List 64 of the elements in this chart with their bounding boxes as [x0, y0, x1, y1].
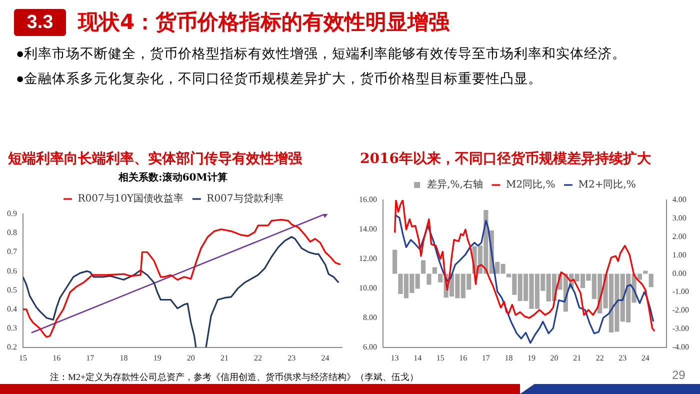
bar [392, 250, 398, 274]
x-tick-label: 22 [254, 353, 262, 362]
y2-tick-label: -1.00 [672, 287, 690, 296]
y-tick-label: 14.00 [359, 224, 377, 234]
x-tick-label: 16 [52, 353, 61, 362]
x-tick-label: 18 [120, 353, 128, 362]
y-tick-label: 16.00 [359, 195, 377, 204]
y2-tick-label: -4.00 [672, 342, 690, 352]
y-tick-label: 0.6 [7, 266, 17, 276]
text: 现状4：货币价格指标的有效性明显增强 [78, 9, 450, 36]
y-tick-label: 0.8 [7, 228, 17, 238]
chart-title: 2016年以来，不同口径货币规模差异持续扩大 [360, 150, 651, 168]
text: ●金融体系多元化复杂化，不同口径货币规模差异扩大，货币价格型目标重要性凸显。 [16, 70, 542, 88]
x-tick-label: 24 [321, 353, 330, 362]
legend-label: M2+同比,% [578, 178, 636, 191]
x-tick-label: 20 [550, 353, 558, 362]
x-tick-label: 20 [186, 353, 195, 362]
x-tick-label: 13 [390, 353, 399, 362]
text: 3.3 [14, 9, 66, 36]
y2-tick-label: 3.00 [672, 214, 686, 223]
chart-subtitle: 相关系数:滚动60M计算 [118, 172, 228, 184]
chart-title: 短端利率向长端利率、实体部门传导有效性增强 [8, 150, 302, 168]
x-tick-label: 21 [220, 353, 228, 362]
bar [420, 260, 426, 274]
legend-label: 差异,%,右轴 [427, 178, 483, 191]
legend-label: R007与贷款利率 [206, 192, 284, 205]
x-tick-label: 19 [528, 353, 536, 362]
y-tick-label: 0.5 [7, 285, 17, 294]
text: ●利率市场不断健全，货币价格型指标有效性增强，短端利率能够有效传导至市场利率和实体经济。 [16, 45, 626, 63]
x-tick-label: 19 [153, 353, 162, 362]
x-tick-label: 23 [288, 353, 296, 362]
x-tick-label: 15 [436, 353, 444, 362]
x-tick-label: 14 [414, 353, 422, 362]
x-tick-label: 23 [618, 353, 627, 362]
y-tick-label: 8.00 [363, 313, 377, 322]
legend-label: M2同比,% [506, 178, 556, 191]
y-tick-label: 0.4 [7, 304, 17, 314]
y-tick-label: 6.00 [363, 342, 377, 352]
y-tick-label: 12.00 [359, 254, 377, 264]
legend-label: R007与10Y国债收益率 [78, 192, 184, 205]
y-tick-label: 0.3 [7, 323, 17, 332]
y-tick-label: 0.2 [7, 342, 17, 352]
x-tick-label: 17 [86, 353, 94, 362]
y2-tick-label: -3.00 [672, 324, 690, 334]
x-tick-label: 15 [19, 353, 27, 362]
bar [648, 274, 654, 288]
x-tick-label: 17 [482, 353, 490, 362]
y-tick-label: 0.9 [7, 209, 17, 218]
text: 注：M2+定义为存款性公司总资产，参考《信用创造、货币供求与经济结构》（李斌、伍戈） [50, 371, 419, 384]
y2-tick-label: 0.00 [672, 268, 686, 278]
y-tick-label: 0.7 [7, 247, 17, 256]
y2-tick-label: -2.00 [672, 306, 690, 315]
text: 29 [672, 368, 686, 382]
x-tick-label: 18 [504, 353, 513, 362]
y2-tick-label: 4.00 [672, 195, 686, 204]
x-tick-label: 24 [641, 353, 650, 362]
x-tick-label: 16 [459, 353, 468, 362]
x-tick-label: 21 [573, 353, 582, 362]
bar [426, 274, 432, 285]
y2-tick-label: 1.00 [672, 250, 686, 260]
y-tick-label: 10.00 [359, 284, 377, 293]
x-tick-label: 22 [596, 353, 604, 362]
bar [432, 267, 437, 274]
y2-tick-label: 2.00 [672, 232, 686, 241]
